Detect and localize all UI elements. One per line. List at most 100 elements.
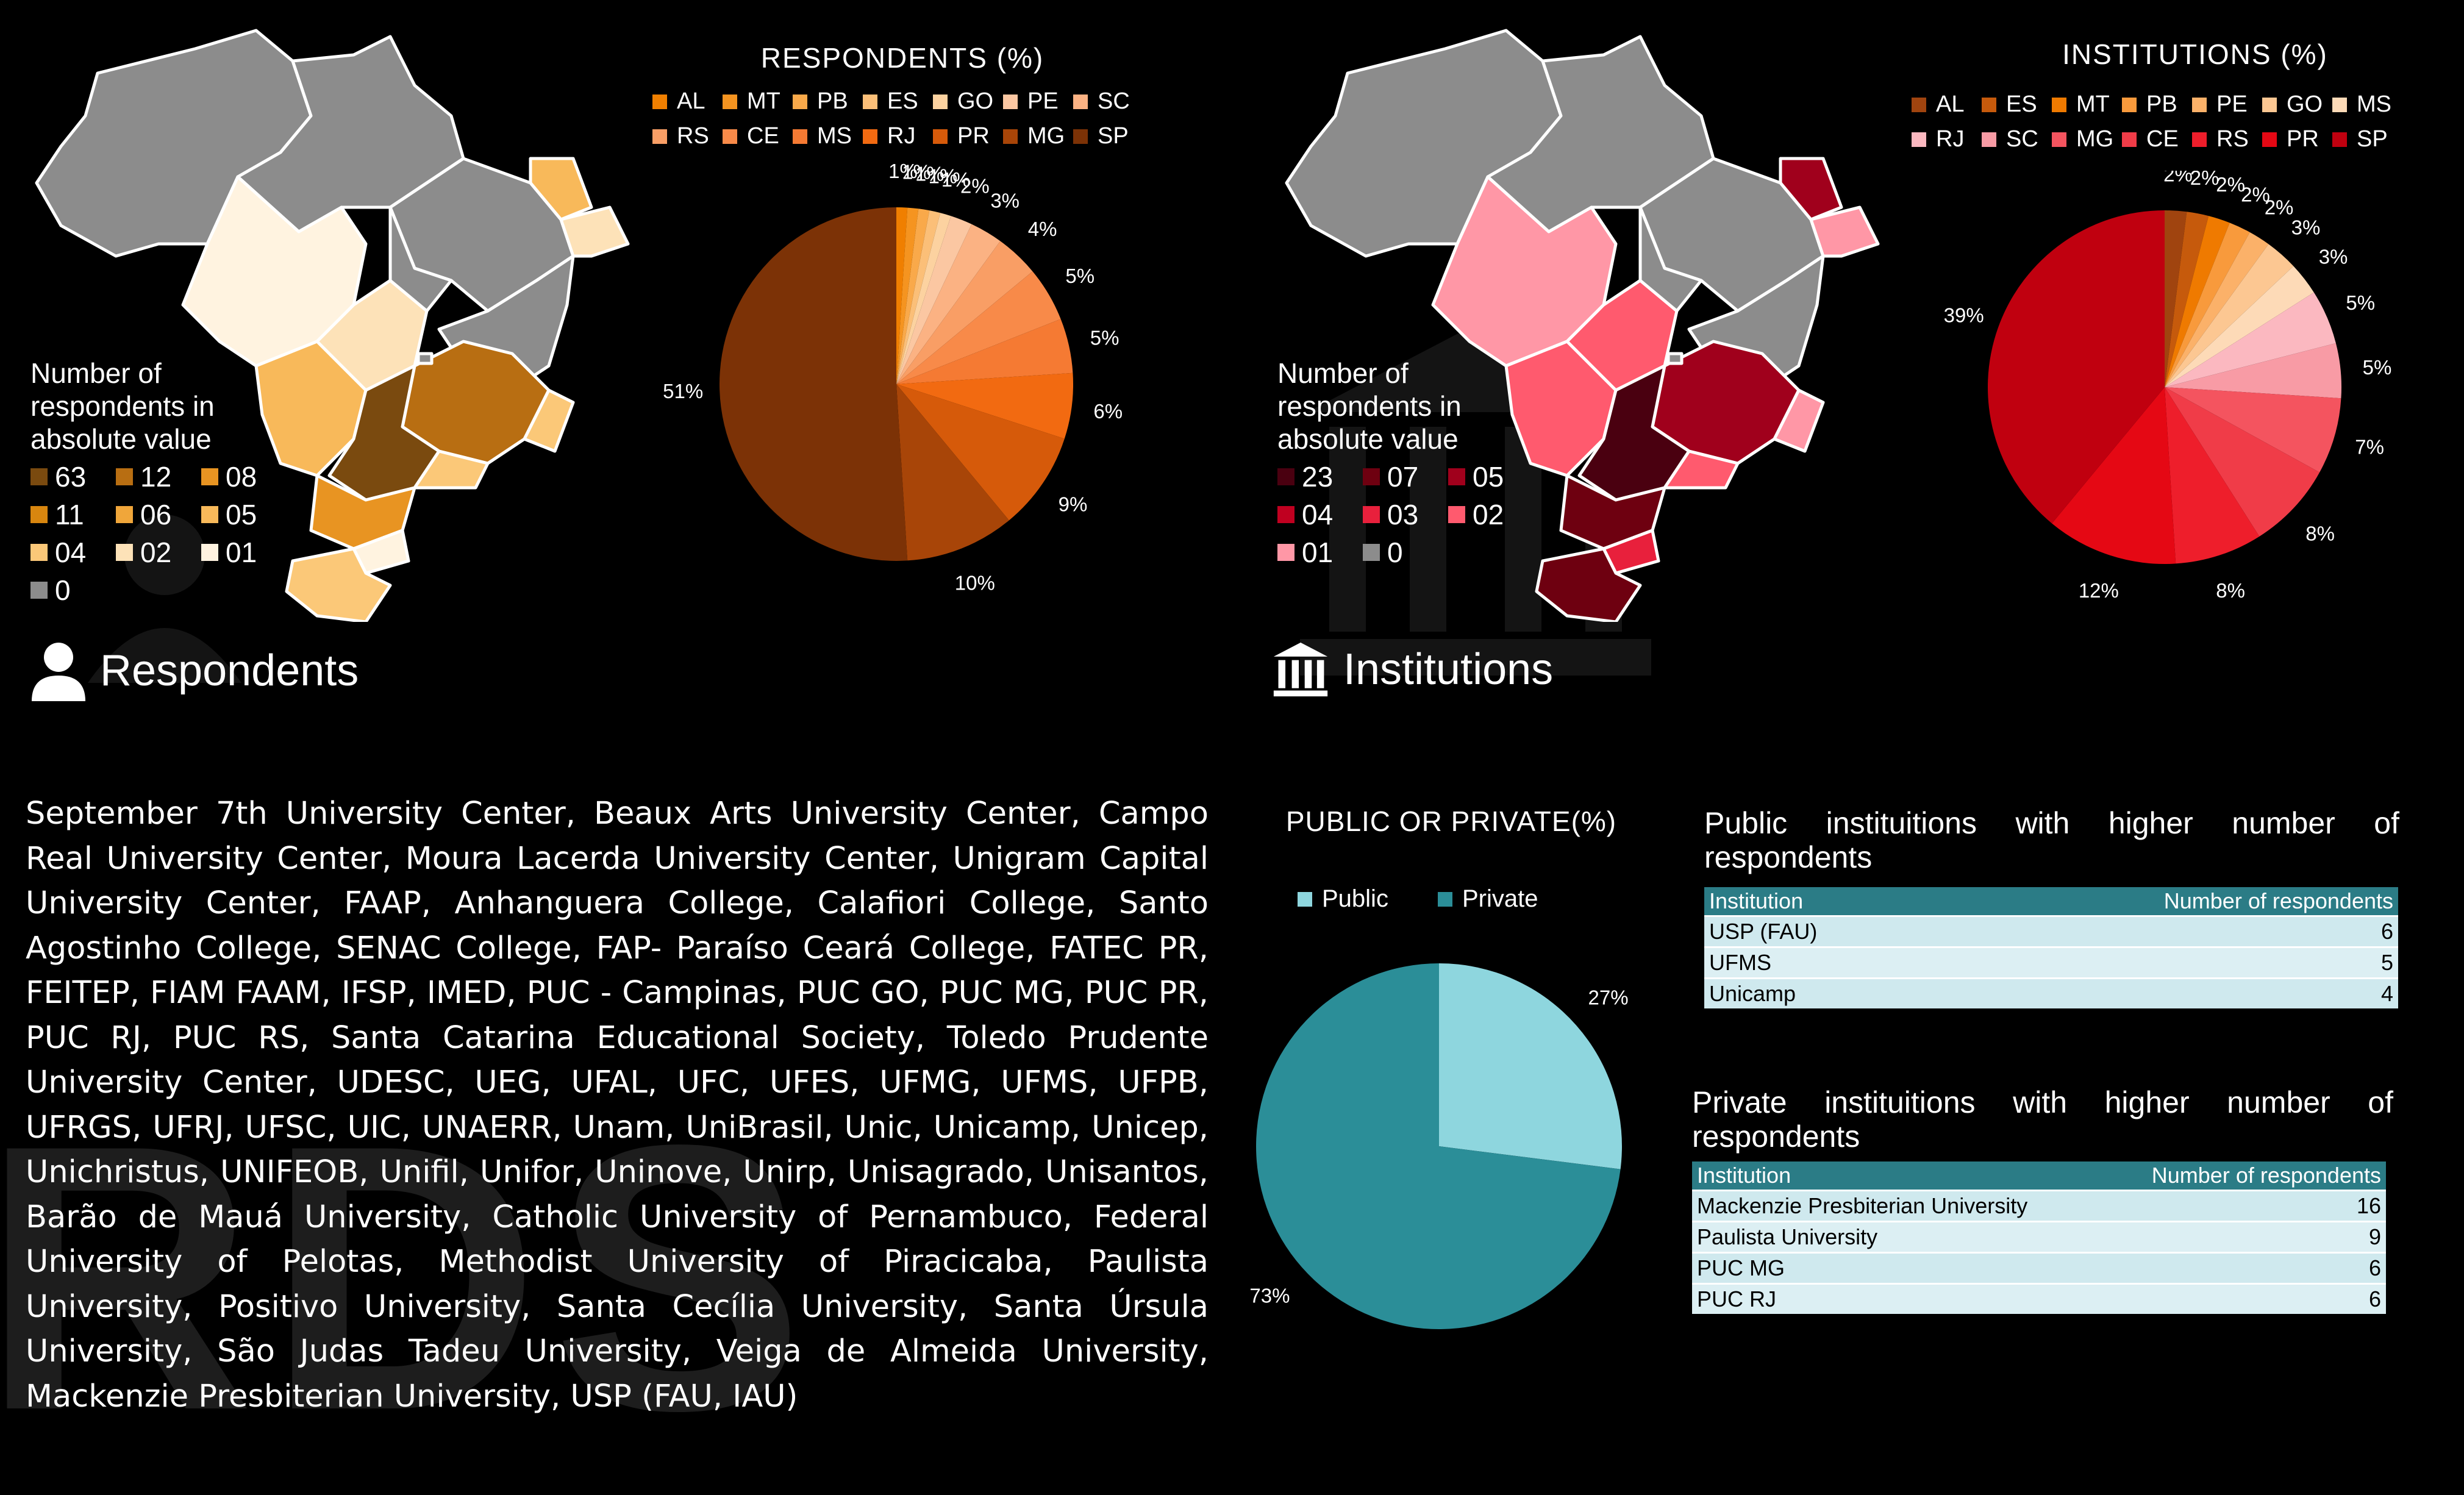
public-private-pie-slice-private — [1256, 963, 1621, 1329]
map-region-pb-pe — [559, 205, 630, 258]
respondents-legend-swatch — [723, 94, 737, 109]
institutions-map-legend-swatch — [1448, 468, 1465, 485]
public-private-legend-swatch — [1298, 891, 1312, 907]
respondents-pie-data-label: 51% — [663, 380, 703, 402]
institutions-pie-data-label: 39% — [1944, 304, 1984, 326]
person-icon — [32, 643, 85, 701]
institutions-map-legend: Number of respondents in absolute value … — [1277, 357, 1546, 569]
private-table-row: Paulista University 9 — [1692, 1221, 2386, 1253]
institutions-legend-item: RS — [2192, 126, 2262, 152]
institutions-legend-swatch — [1982, 132, 1996, 147]
institutions-pie-data-label: 2% — [2190, 171, 2219, 189]
respondents-map-legend-label: 0 — [55, 574, 71, 606]
public-table-row: UFMS 5 — [1704, 946, 2398, 979]
institutions-legend-swatch — [1912, 97, 1926, 112]
institutions-pie-slice-go — [2165, 244, 2294, 387]
respondents-legend-swatch — [652, 129, 667, 144]
respondents-chart-title: RESPONDENTS (%) — [760, 42, 1045, 74]
institutions-pie-data-label: 3% — [2319, 245, 2348, 268]
respondents-map-legend-item: 04 — [30, 536, 116, 569]
respondents-legend-item: MT — [723, 88, 793, 115]
institutions-map-legend-swatch — [1363, 544, 1380, 561]
institutions-map-legend-label: 07 — [1387, 461, 1419, 493]
respondents-pie-data-label: 1% — [928, 165, 957, 187]
respondents-pie-chart: 1%1%1%1%1%2%3%4%5%5%6%9%10%51% — [663, 160, 1123, 594]
respondents-legend-item: RS — [652, 123, 723, 149]
institutions-pie-slice-mg — [2165, 387, 2341, 473]
respondents-legend-swatch — [933, 129, 948, 144]
respondents-pie-data-label: 1% — [915, 162, 945, 185]
map-region-piaui — [388, 205, 453, 313]
public-private-pie-slice-public — [1439, 963, 1622, 1169]
private-table-cell: 9 — [2099, 1221, 2386, 1253]
institutions-legend-swatch — [2332, 97, 2347, 112]
institutions-pie-slice-sp — [1988, 210, 2165, 524]
respondents-legend-label: SC — [1098, 88, 1130, 114]
public-table-header-row: Institution Number of respondents — [1704, 887, 2398, 916]
map-region-es — [523, 388, 575, 453]
institutions-pie-slice-mt — [2165, 216, 2230, 387]
institutions-legend-swatch — [2122, 132, 2137, 147]
public-private-legend-item: Public — [1298, 885, 1438, 913]
institutions-map-legend-item: 03 — [1363, 498, 1448, 531]
private-table-column-header: Number of respondents — [2099, 1161, 2386, 1191]
respondents-pie-slice-pr — [896, 384, 1065, 521]
respondents-legend-label: ES — [887, 88, 918, 114]
respondents-map-legend-label: 05 — [226, 499, 257, 530]
respondents-pie-data-label: 3% — [990, 190, 1020, 212]
respondents-pie-slice-ce — [896, 271, 1061, 384]
public-table-cell: USP (FAU) — [1704, 915, 1934, 947]
institutions-legend-label: GO — [2287, 91, 2323, 117]
public-private-legend-swatch — [1438, 891, 1452, 907]
institutions-chart-title: INSTITUTIONS (%) — [2062, 38, 2328, 70]
private-table-column-header: Institution — [1692, 1161, 2100, 1191]
private-table-cell: 6 — [2099, 1283, 2386, 1314]
respondents-legend-swatch — [863, 129, 877, 144]
map-region-rs — [1535, 547, 1642, 622]
institutions-legend-label: MG — [2076, 126, 2114, 152]
institutions-pie-slice-pe — [2165, 232, 2269, 387]
public-private-pie-data-label: 27% — [1588, 986, 1629, 1008]
respondents-map-legend-title: Number of respondents in absolute value — [30, 357, 215, 455]
institutions-map-legend-swatch — [1277, 544, 1294, 561]
institutions-legend-item: MG — [2052, 126, 2122, 152]
respondents-pie-slice-rs — [896, 241, 1033, 384]
map-region-ms — [254, 340, 368, 477]
institutions-brazil-map — [1285, 29, 1880, 622]
public-table-column-header: Number of respondents — [1933, 887, 2398, 916]
respondents-legend-item: CE — [723, 123, 793, 149]
respondents-pie-slice-rj — [896, 373, 1073, 439]
respondents-legend-label: AL — [677, 88, 705, 114]
private-table-header-row: Institution Number of respondents — [1692, 1161, 2386, 1191]
institutions-pie-slice-sc — [2165, 343, 2341, 399]
respondents-legend-item: MS — [793, 123, 863, 149]
institutions-map-legend-label: 02 — [1473, 499, 1504, 530]
respondents-pie-slice-sp — [719, 207, 908, 561]
respondents-brazil-map — [35, 29, 630, 622]
public-table-cell: 6 — [1933, 915, 2398, 947]
public-private-legend-label: Private — [1462, 885, 1538, 912]
institutions-legend-label: MT — [2076, 91, 2110, 117]
respondents-map-legend-label: 04 — [55, 537, 87, 568]
institutions-legend-label: RJ — [1936, 126, 1965, 152]
institutions-map-legend-label: 01 — [1302, 537, 1334, 568]
public-private-pie-chart: 27% 73% — [1249, 963, 1629, 1329]
institutions-legend-swatch — [2332, 132, 2347, 147]
private-table-cell: Paulista University — [1692, 1221, 2100, 1253]
respondents-map-legend-swatch — [116, 544, 133, 561]
institutions-map-legend-item: 07 — [1363, 460, 1448, 493]
respondents-map-legend-label: 11 — [55, 499, 84, 530]
respondents-map-legend-item: 02 — [116, 536, 201, 569]
public-table-column-header: Institution — [1704, 887, 1934, 916]
institutions-pie-slice-es — [2165, 212, 2209, 387]
institutions-map-legend-swatch — [1363, 468, 1380, 485]
institutions-map-legend-label: 04 — [1302, 499, 1334, 530]
public-private-pie-data-label: 73% — [1249, 1285, 1290, 1307]
institutions-pie-data-label: 5% — [2346, 291, 2375, 314]
institutions-legend-swatch — [1912, 132, 1926, 147]
respondents-map-legend-label: 01 — [226, 537, 257, 568]
institutions-map-legend-swatch — [1363, 506, 1380, 523]
institutions-section-title: Institutions — [1271, 640, 1553, 699]
institutions-legend-item: SC — [1982, 126, 2052, 152]
map-region-es — [1773, 388, 1825, 453]
